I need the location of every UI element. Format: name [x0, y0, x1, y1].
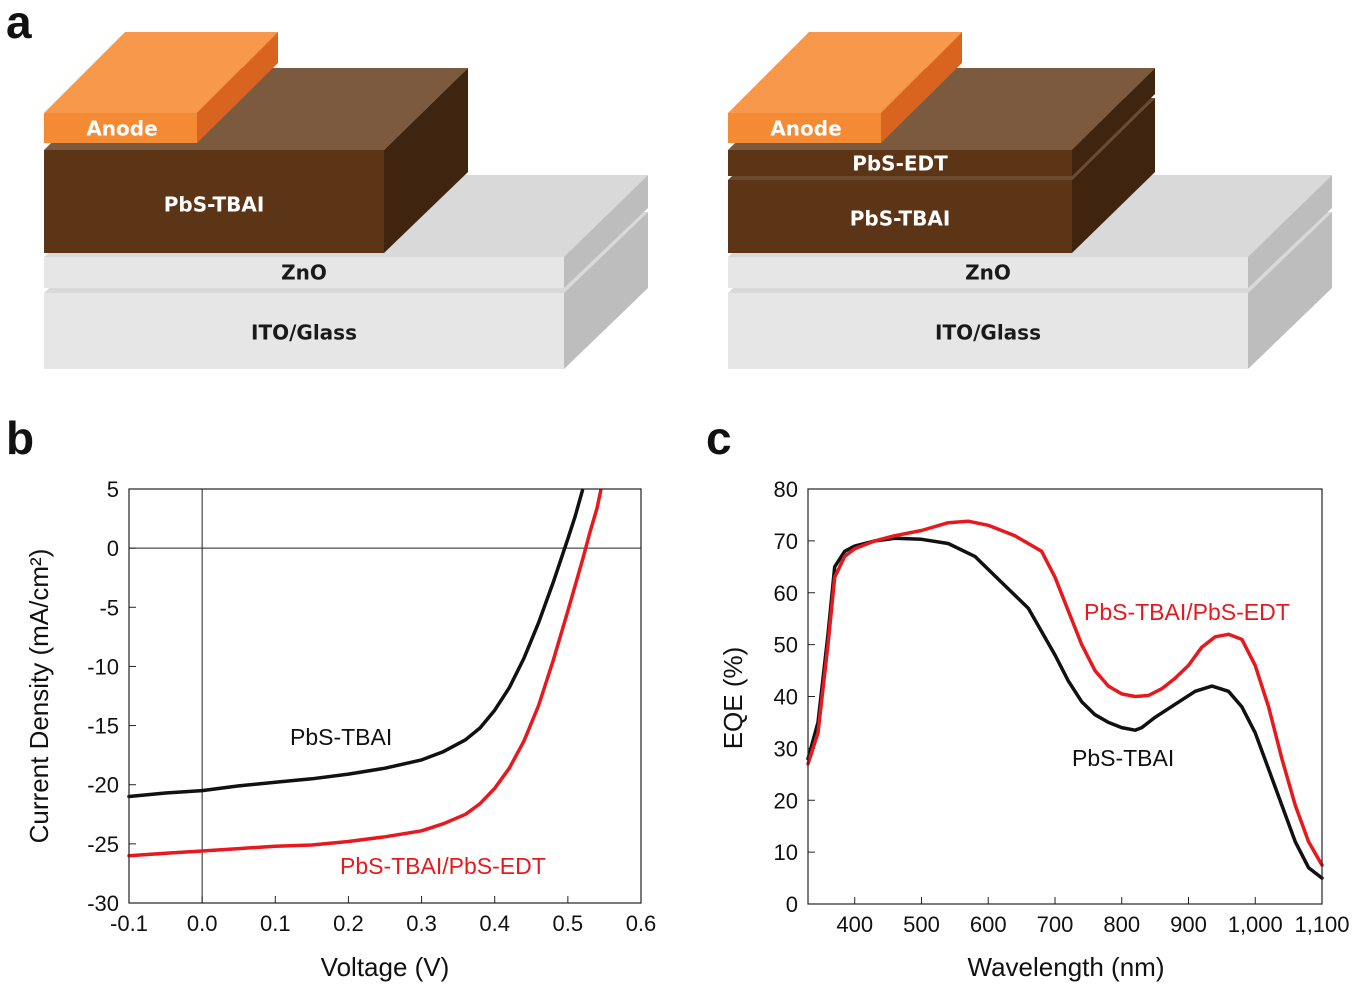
zno-label: ZnO	[281, 261, 327, 285]
c-xtick-label: 800	[1103, 912, 1140, 937]
c-series-line-tbai	[806, 536, 1324, 880]
b-xtick-label: 0.1	[260, 911, 291, 936]
c-ytick-label: 40	[774, 685, 798, 710]
b-xtick-label: 0.6	[626, 911, 657, 936]
c-ytick-label: 60	[774, 581, 798, 606]
b-xtick-label: 0.2	[333, 911, 364, 936]
jv-series-label-tbai: PbS-TBAI	[290, 724, 392, 750]
b-ytick-label: -30	[87, 891, 119, 916]
eqe-ticklabel-group: 400 500 600 700 800 900 1,000 1,100 80 70 60 50 40 30…	[774, 477, 1350, 937]
eqe-tick-group	[808, 488, 1323, 905]
c-xtick-label: 600	[970, 912, 1007, 937]
substrate-side-face	[564, 212, 648, 369]
pbs-tbai-side-face-right	[1072, 98, 1155, 253]
anode-side-face	[197, 32, 278, 143]
c-ytick-label: 70	[774, 529, 798, 554]
b-ytick-label: -5	[99, 595, 119, 620]
device-left: ITO/Glass ZnO PbS-TBAI Anode	[44, 32, 648, 369]
pbs-edt-front-face	[728, 150, 1072, 176]
pbs-edt-side-face	[1072, 68, 1155, 176]
jv-plot-frame	[128, 488, 642, 904]
c-xtick-label: 1,100	[1294, 912, 1349, 937]
zno-front-face-right	[728, 257, 1248, 288]
substrate-label: ITO/Glass	[251, 321, 357, 345]
jv-series-label-edt: PbS-TBAI/PbS-EDT	[340, 853, 546, 879]
substrate-front-face-right	[728, 293, 1248, 369]
anode-layer-right: Anode	[728, 32, 962, 143]
b-xtick-label: -0.1	[110, 911, 148, 936]
zno-side-face	[564, 175, 648, 288]
substrate-front-face	[44, 293, 564, 369]
b-xtick-label: 0.3	[406, 911, 437, 936]
anode-top-face-right	[728, 32, 962, 113]
c-xtick-label: 500	[903, 912, 940, 937]
c-xtick-label: 400	[836, 912, 873, 937]
anode-label: Anode	[86, 117, 157, 141]
c-xtick-label: 900	[1170, 912, 1207, 937]
substrate-label-right: ITO/Glass	[935, 321, 1041, 345]
b-ytick-label: 5	[107, 477, 119, 502]
pbs-tbai-label: PbS-TBAI	[164, 193, 265, 217]
c-ytick-label: 50	[774, 633, 798, 658]
b-ytick-label: -25	[87, 832, 119, 857]
b-series-line-tbai-edt	[127, 488, 603, 858]
pbs-tbai-side-face	[384, 68, 468, 253]
jv-series-group	[127, 488, 603, 858]
b-ytick-label: -10	[87, 654, 119, 679]
c-ytick-label: 80	[774, 477, 798, 502]
eqe-plot-frame	[807, 488, 1323, 905]
c-ytick-label: 10	[774, 840, 798, 865]
substrate-side-face-right	[1248, 212, 1332, 369]
b-ytick-label: -20	[87, 773, 119, 798]
pbs-tbai-label-right: PbS-TBAI	[850, 207, 951, 231]
b-xtick-label: 0.5	[553, 911, 584, 936]
c-xtick-label: 700	[1037, 912, 1074, 937]
eqe-x-axis-title: Wavelength (nm)	[968, 952, 1165, 982]
pbs-tbai-front-face	[44, 150, 384, 253]
eqe-chart: 400 500 600 700 800 900 1,000 1,100 80 70 60 50 40 30…	[718, 477, 1350, 982]
c-ytick-label: 30	[774, 736, 798, 761]
panel-label-c: c	[706, 412, 732, 464]
c-xtick-label: 1,000	[1228, 912, 1283, 937]
anode-front-face	[44, 113, 197, 143]
zno-front-face	[44, 257, 564, 288]
b-xtick-label: 0.4	[479, 911, 510, 936]
jv-chart: -0.1 0.0 0.1 0.2 0.3 0.4 0.5 0.6 5 0 -5 -10 -15 -20 -2…	[24, 477, 656, 982]
b-xtick-label: 0.0	[187, 911, 218, 936]
jv-x-axis-title: Voltage (V)	[321, 952, 450, 982]
jv-ticklabel-group: -0.1 0.0 0.1 0.2 0.3 0.4 0.5 0.6 5 0 -5 -10 -15 -20 -2…	[87, 477, 656, 936]
pbs-edt-label: PbS-EDT	[852, 152, 948, 176]
eqe-series-label-edt: PbS-TBAI/PbS-EDT	[1084, 599, 1290, 625]
eqe-y-axis-title: EQE (%)	[718, 647, 748, 750]
anode-layer: Anode	[44, 32, 278, 143]
c-ytick-label: 0	[786, 892, 798, 917]
anode-label-right: Anode	[770, 117, 841, 141]
c-series-line-tbai-edt	[806, 519, 1324, 867]
device-right: ITO/Glass ZnO PbS-TBAI PbS-EDT Anode	[728, 32, 1332, 369]
b-ytick-label: -15	[87, 714, 119, 739]
c-ytick-label: 20	[774, 788, 798, 813]
panel-label-b: b	[6, 412, 34, 464]
anode-front-face-right	[728, 113, 881, 143]
eqe-series-label-tbai: PbS-TBAI	[1072, 745, 1174, 771]
pbs-tbai-front-face-right	[728, 180, 1072, 253]
zno-side-face-right	[1248, 175, 1332, 288]
panel-label-a: a	[6, 0, 32, 48]
b-series-line-tbai	[127, 488, 585, 799]
eqe-series-group	[806, 519, 1324, 880]
anode-side-face-right	[881, 32, 962, 143]
b-ytick-label: 0	[107, 536, 119, 561]
zno-label-right: ZnO	[965, 261, 1011, 285]
jv-y-axis-title: Current Density (mA/cm²)	[24, 549, 54, 844]
pbs-tbai-layer: PbS-TBAI	[44, 68, 468, 253]
anode-top-face	[44, 32, 278, 113]
